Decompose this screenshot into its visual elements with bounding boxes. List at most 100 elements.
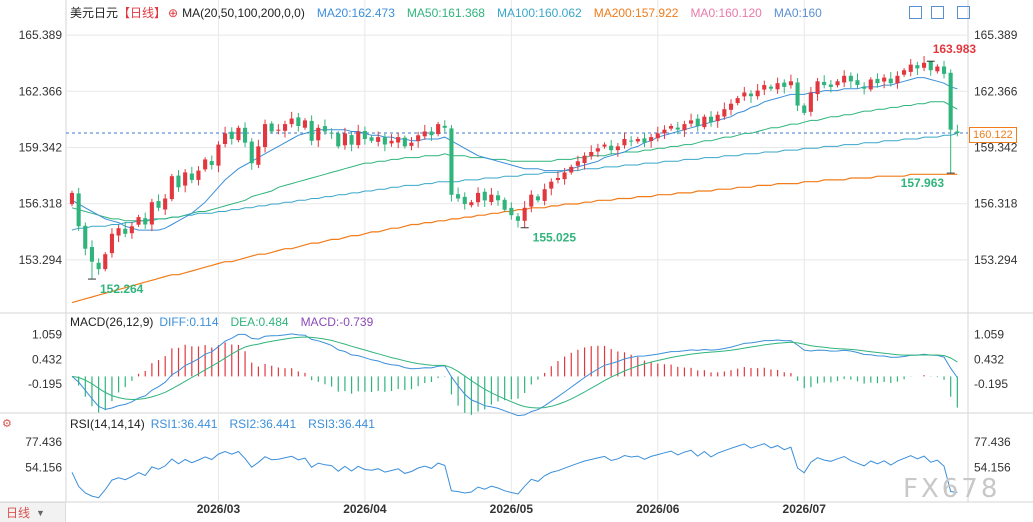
candle-body xyxy=(615,146,620,151)
candle-body xyxy=(356,131,361,146)
macd-panel xyxy=(71,333,958,417)
diff-line xyxy=(71,333,958,417)
restore-icon[interactable] xyxy=(931,6,944,19)
diff-value: DIFF:0.114 xyxy=(159,315,219,329)
candle-body xyxy=(822,81,827,86)
add-indicator-icon[interactable]: ⊕ xyxy=(168,5,179,20)
candle-body xyxy=(342,133,347,146)
candle-body xyxy=(369,137,374,141)
candle-body xyxy=(376,137,381,142)
axes-layer: 165.389 165.389 162.366 162.366 159.342 159.3… xyxy=(19,28,1018,516)
ma20-line xyxy=(71,77,958,231)
price-tick-label-left: 162.366 xyxy=(19,84,63,98)
extreme-label: 157.963 xyxy=(901,176,945,190)
candle-body xyxy=(622,139,627,146)
candle-body xyxy=(575,161,580,166)
candle-body xyxy=(316,127,321,141)
macd-tick-label-right: 1.059 xyxy=(974,328,1004,342)
candle-body xyxy=(329,132,334,134)
candle-body xyxy=(476,192,481,203)
candle-body xyxy=(129,226,134,234)
price-legend: 美元日元 【日线】 ⊕ MA(20,50,100,200,0,0) MA20:1… xyxy=(70,4,822,21)
candle-body xyxy=(735,98,740,104)
rsi1-value: RSI1:36.441 xyxy=(150,417,218,431)
candle-body xyxy=(336,133,341,147)
symbol-name: 美元日元 xyxy=(70,6,119,20)
rsi-tick-label-left: 54.156 xyxy=(25,461,62,475)
candle-body xyxy=(902,70,907,75)
candle-body xyxy=(955,131,960,134)
candle-body xyxy=(103,254,108,270)
candle-body xyxy=(496,195,501,201)
candle-body xyxy=(795,82,800,106)
candle-body xyxy=(535,196,540,201)
period-tab[interactable]: 日线 ▼ xyxy=(0,502,66,522)
candle-body xyxy=(462,196,467,204)
candle-body xyxy=(768,86,773,89)
dea-value: DEA:0.484 xyxy=(230,315,289,329)
candle-body xyxy=(589,152,594,157)
candle-body xyxy=(935,66,940,72)
ma200-path xyxy=(71,173,958,304)
ma20-path xyxy=(71,77,958,231)
expand-icon[interactable] xyxy=(909,6,922,19)
macd-tick-label-left: 0.432 xyxy=(32,352,62,366)
candle-body xyxy=(76,193,81,227)
rsi-params: RSI(14,14,14) xyxy=(70,417,145,431)
candle-body xyxy=(782,82,787,87)
rsi-tick-label-left: 77.436 xyxy=(25,435,62,449)
period-tab-label: 日线 xyxy=(6,506,31,520)
candle-body xyxy=(689,120,694,124)
candle-body xyxy=(183,172,188,186)
candle-body xyxy=(296,117,301,126)
candle-body xyxy=(715,114,720,122)
candle-body xyxy=(136,217,141,225)
candle-body xyxy=(815,81,820,95)
candle-body xyxy=(868,79,873,90)
candle-body xyxy=(915,65,920,69)
settings-icon[interactable]: ⚙ xyxy=(2,418,12,430)
candle-body xyxy=(542,189,547,201)
x-tick-label: 2026/07 xyxy=(783,502,827,516)
candle-body xyxy=(835,81,840,86)
candle-body xyxy=(236,127,241,141)
candle-body xyxy=(416,135,421,142)
candle-body xyxy=(176,175,181,188)
candle-body xyxy=(216,144,221,166)
candle-body xyxy=(283,124,288,131)
candle-body xyxy=(116,228,121,236)
candle-body xyxy=(808,92,813,112)
candle-body xyxy=(123,228,128,234)
candle-body xyxy=(362,131,367,139)
macd-tick-label-left: -0.195 xyxy=(28,377,62,391)
candle-body xyxy=(429,131,434,136)
candle-body xyxy=(722,109,727,117)
candle-body xyxy=(389,140,394,144)
candle-body xyxy=(848,75,853,82)
candle-body xyxy=(189,173,194,180)
candle-body xyxy=(748,93,753,97)
candle-body xyxy=(143,218,148,225)
ma50-value: MA50:161.368 xyxy=(406,5,485,20)
candle-body xyxy=(669,126,674,129)
price-tick-label-left: 165.389 xyxy=(19,28,63,42)
candle-body xyxy=(609,145,614,151)
candle-body xyxy=(888,78,893,84)
ma-params: MA(20,50,100,200,0,0) xyxy=(182,5,305,20)
candle-body xyxy=(709,116,714,123)
candle-body xyxy=(562,172,567,180)
close-icon[interactable] xyxy=(957,6,970,19)
extreme-label: 163.983 xyxy=(933,42,977,56)
candle-body xyxy=(96,262,101,270)
candle-body xyxy=(149,202,154,225)
candle-body xyxy=(322,126,327,132)
candle-body xyxy=(109,233,114,254)
candle-body xyxy=(409,142,414,146)
candle-body xyxy=(942,66,947,74)
candle-body xyxy=(948,72,953,130)
rsi-legend: RSI(14,14,14) RSI1:36.441 RSI2:36.441 RS… xyxy=(70,417,375,431)
candle-body xyxy=(755,90,760,97)
candle-body xyxy=(396,137,401,143)
macd-params: MACD(26,12,9) xyxy=(70,315,154,329)
